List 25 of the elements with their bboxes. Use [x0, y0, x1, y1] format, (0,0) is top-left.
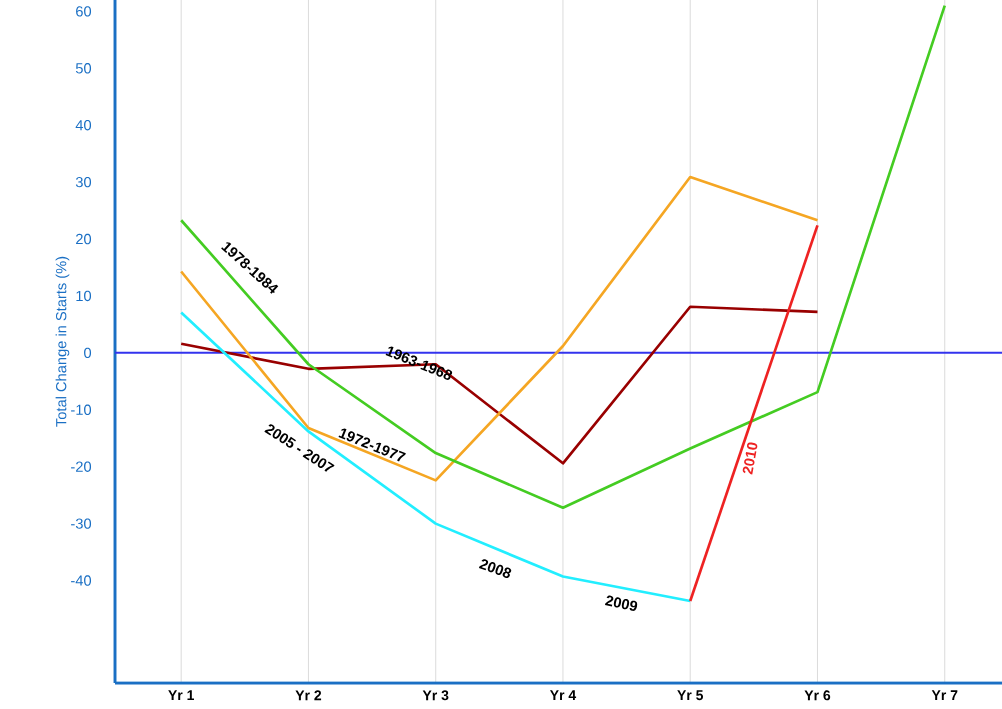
annotation: 2009 [604, 595, 638, 611]
y-tick-label: 10 [76, 290, 92, 302]
x-tick-label: Yr 2 [295, 690, 322, 701]
annotation: 2005 - 2007 [264, 424, 335, 472]
y-tick-label: -10 [71, 404, 92, 415]
annotation: 2008 [478, 559, 512, 578]
line-series [179, 175, 819, 482]
line-series [179, 4, 947, 510]
y-tick-label: 0 [84, 347, 92, 359]
y-tick-label: -30 [71, 518, 92, 529]
x-tick-label: Yr 6 [804, 690, 831, 701]
y-tick-label: 60 [76, 6, 92, 17]
y-tick-label: 20 [76, 233, 92, 245]
x-tick-label: Yr 4 [549, 690, 577, 700]
text: 2010 [742, 442, 758, 475]
y-tick-label: -20 [71, 461, 92, 472]
y-tick-label: -40 [71, 575, 92, 586]
y-tick-label: 30 [75, 176, 92, 188]
x-tick-label: Yr 5 [677, 690, 704, 701]
y-tick-label: 40 [75, 120, 92, 131]
y-axis-title: Total Change in Starts (%) [55, 256, 70, 427]
x-tick-label: Yr 3 [422, 690, 449, 701]
x-tick-label: Yr 1 [168, 690, 194, 700]
x-tick-label: Yr 7 [931, 690, 958, 700]
y-tick-label: 50 [75, 63, 92, 74]
